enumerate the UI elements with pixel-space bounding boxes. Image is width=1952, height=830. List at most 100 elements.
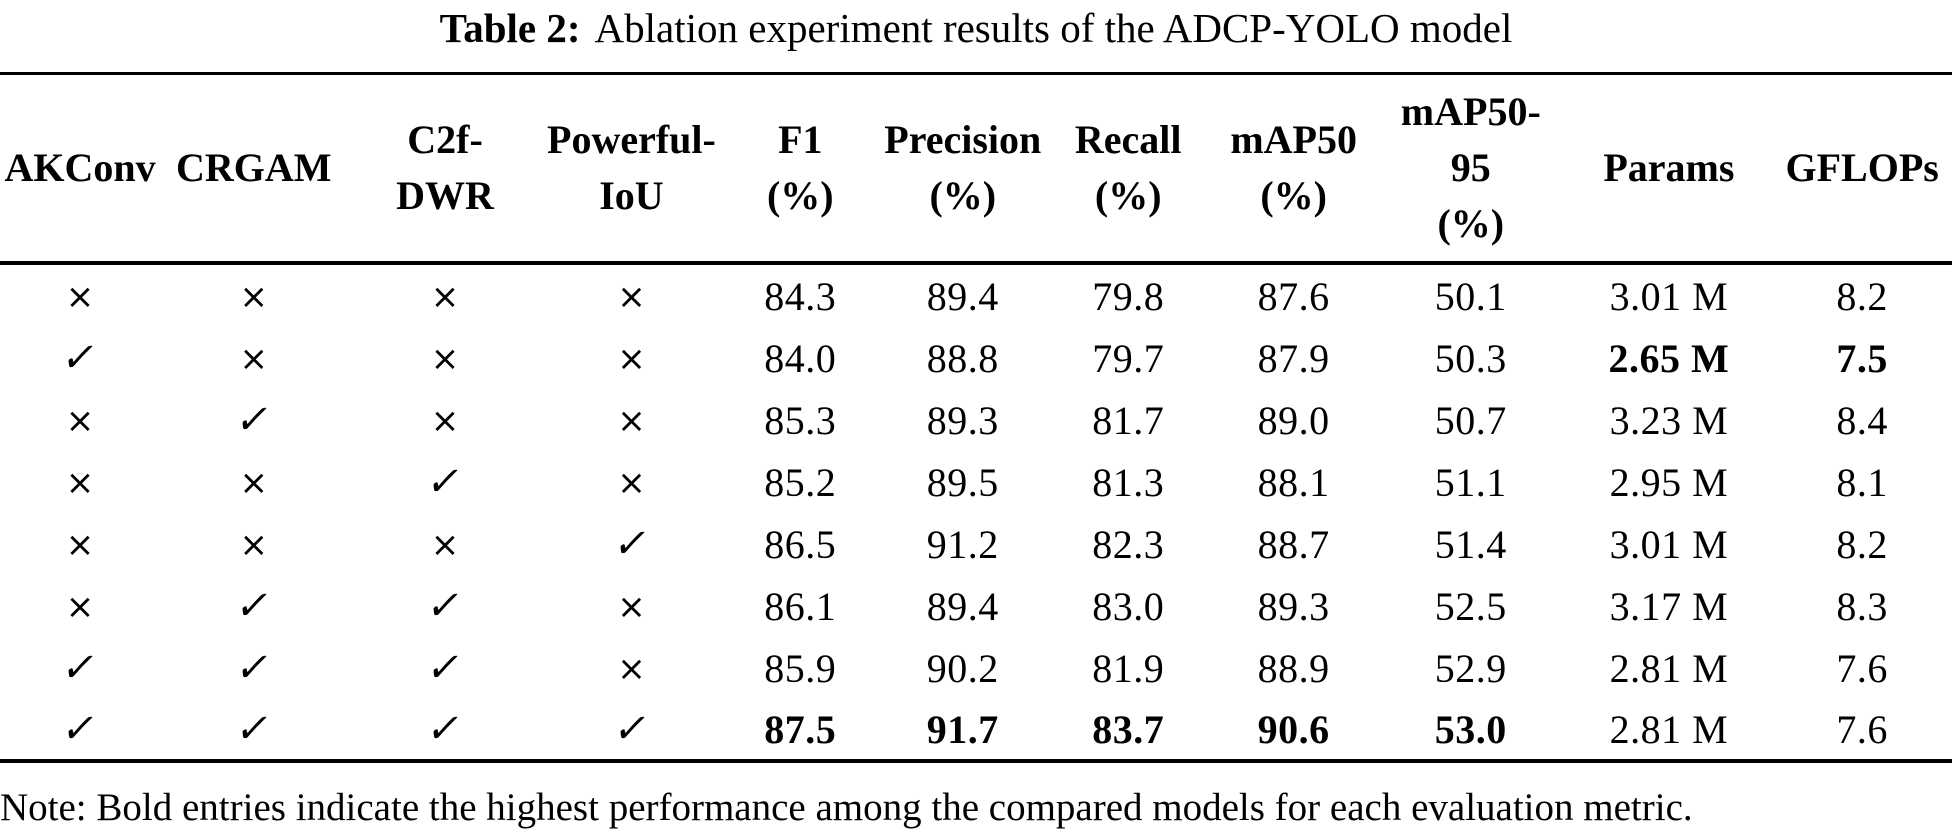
cell-recall-pct: 81.9 bbox=[1045, 637, 1211, 699]
cell-value: 2.95 M bbox=[1609, 459, 1729, 505]
table-caption: Table 2: Ablation experiment results of t… bbox=[0, 0, 1952, 72]
column-header-c2f-dwr: C2f- DWR bbox=[347, 73, 543, 265]
cell-powerful-iou: ✓ bbox=[543, 513, 721, 575]
cell-params: 2.95 M bbox=[1565, 451, 1772, 513]
cell-value: 86.5 bbox=[764, 521, 837, 567]
cell-precision-pct: 91.7 bbox=[880, 699, 1045, 761]
cell-akconv: × bbox=[0, 389, 160, 451]
check-icon: ✓ bbox=[58, 706, 102, 752]
column-header-line: DWR bbox=[396, 173, 494, 218]
cell-value: 7.6 bbox=[1836, 706, 1888, 752]
cell-value: 87.5 bbox=[764, 706, 837, 752]
cell-value: 7.5 bbox=[1836, 335, 1888, 381]
cross-icon: × bbox=[617, 277, 646, 317]
cell-value: 88.1 bbox=[1257, 459, 1330, 505]
column-header-line: 95 bbox=[1450, 145, 1491, 190]
cell-map50-pct: 88.7 bbox=[1211, 513, 1376, 575]
column-header-precision-pct: Precision (%) bbox=[880, 73, 1046, 265]
table-caption-label: Table 2: bbox=[439, 5, 581, 51]
table-row: × ✓ × × 85.3 89.3 81.7 89.0 50.7 3.23 M 8.4 bbox=[0, 389, 1952, 451]
cell-map50-95-pct: 52.5 bbox=[1376, 575, 1565, 637]
cell-recall-pct: 82.3 bbox=[1045, 513, 1211, 575]
check-icon: ✓ bbox=[423, 459, 467, 505]
cell-gflops: 7.5 bbox=[1772, 327, 1952, 389]
ablation-results-table: AKConv CRGAM C2f- DWR Powerful- IoU F1 (%) Preci… bbox=[0, 72, 1952, 763]
column-header-line: C2f- bbox=[407, 117, 483, 162]
cell-value: 89.4 bbox=[926, 273, 999, 319]
cell-f1-pct: 84.3 bbox=[720, 263, 880, 327]
column-header-line: Powerful- bbox=[547, 117, 716, 162]
cell-precision-pct: 89.5 bbox=[880, 451, 1045, 513]
cell-params: 3.01 M bbox=[1565, 263, 1772, 327]
cell-crgam: ✓ bbox=[160, 575, 347, 637]
cross-icon: × bbox=[617, 401, 646, 441]
cell-akconv: × bbox=[0, 513, 160, 575]
cell-c2f-dwr: ✓ bbox=[347, 637, 542, 699]
cell-map50-pct: 89.0 bbox=[1211, 389, 1376, 451]
cell-value: 50.3 bbox=[1434, 335, 1507, 381]
cell-precision-pct: 89.3 bbox=[880, 389, 1045, 451]
cell-value: 86.1 bbox=[764, 583, 837, 629]
cell-map50-pct: 87.6 bbox=[1211, 263, 1376, 327]
cell-c2f-dwr: × bbox=[347, 389, 542, 451]
table-row: × × × ✓ 86.5 91.2 82.3 88.7 51.4 3.01 M 8.2 bbox=[0, 513, 1952, 575]
cell-map50-pct: 87.9 bbox=[1211, 327, 1376, 389]
cell-recall-pct: 79.7 bbox=[1045, 327, 1211, 389]
cell-value: 85.3 bbox=[764, 397, 837, 443]
cell-value: 88.8 bbox=[926, 335, 999, 381]
cross-icon: × bbox=[65, 463, 95, 503]
cell-gflops: 7.6 bbox=[1772, 699, 1952, 761]
cell-value: 53.0 bbox=[1434, 706, 1507, 752]
cell-value: 3.01 M bbox=[1609, 273, 1729, 319]
column-header-powerful-iou: Powerful- IoU bbox=[542, 73, 721, 265]
table-row: ✓ ✓ ✓ ✓ 87.5 91.7 83.7 90.6 53.0 2.81 M 7.6 bbox=[0, 699, 1952, 761]
cell-value: 8.2 bbox=[1836, 521, 1888, 567]
cell-map50-pct: 88.9 bbox=[1211, 637, 1376, 699]
cross-icon: × bbox=[65, 401, 95, 441]
cell-value: 8.2 bbox=[1836, 273, 1888, 319]
cell-c2f-dwr: ✓ bbox=[347, 699, 542, 761]
cell-value: 87.9 bbox=[1257, 335, 1330, 381]
cell-crgam: × bbox=[160, 451, 347, 513]
cell-akconv: × bbox=[0, 263, 160, 327]
cell-map50-95-pct: 50.7 bbox=[1376, 389, 1565, 451]
cell-f1-pct: 87.5 bbox=[720, 699, 880, 761]
cross-icon: × bbox=[65, 525, 95, 565]
cell-akconv: ✓ bbox=[0, 637, 160, 699]
cross-icon: × bbox=[430, 525, 460, 565]
cell-value: 50.1 bbox=[1434, 273, 1507, 319]
cell-value: 89.3 bbox=[926, 397, 999, 443]
cell-f1-pct: 85.3 bbox=[720, 389, 880, 451]
cell-value: 8.3 bbox=[1836, 583, 1888, 629]
cell-value: 89.0 bbox=[1257, 397, 1330, 443]
cross-icon: × bbox=[430, 277, 460, 317]
cell-crgam: ✓ bbox=[160, 389, 347, 451]
table-row: ✓ ✓ ✓ × 85.9 90.2 81.9 88.9 52.9 2.81 M 7.6 bbox=[0, 637, 1952, 699]
column-header-line: CRGAM bbox=[175, 145, 332, 190]
cell-crgam: ✓ bbox=[160, 637, 347, 699]
cell-value: 84.0 bbox=[764, 335, 837, 381]
cell-c2f-dwr: × bbox=[347, 263, 542, 327]
cell-value: 52.9 bbox=[1434, 645, 1507, 691]
cross-icon: × bbox=[617, 463, 646, 503]
cell-recall-pct: 79.8 bbox=[1045, 263, 1211, 327]
cell-f1-pct: 84.0 bbox=[720, 327, 880, 389]
table-note: Note: Bold entries indicate the highest … bbox=[0, 786, 1693, 829]
cross-icon: × bbox=[617, 649, 646, 689]
cell-map50-95-pct: 51.1 bbox=[1376, 451, 1565, 513]
cell-c2f-dwr: ✓ bbox=[347, 451, 542, 513]
cross-icon: × bbox=[239, 339, 269, 379]
column-header-line: Recall bbox=[1074, 117, 1182, 162]
cell-value: 88.9 bbox=[1257, 645, 1330, 691]
cell-value: 51.4 bbox=[1434, 521, 1507, 567]
cell-value: 81.9 bbox=[1092, 645, 1165, 691]
table-row: × × × × 84.3 89.4 79.8 87.6 50.1 3.01 M 8.2 bbox=[0, 263, 1952, 327]
column-header-params: Params bbox=[1565, 73, 1773, 265]
column-header-line: F1 bbox=[778, 117, 823, 162]
cell-value: 81.7 bbox=[1092, 397, 1165, 443]
column-header-crgam: CRGAM bbox=[160, 73, 348, 265]
table-header-row: AKConv CRGAM C2f- DWR Powerful- IoU F1 (%) Preci… bbox=[0, 73, 1952, 265]
cell-crgam: ✓ bbox=[160, 699, 347, 761]
cell-value: 81.3 bbox=[1092, 459, 1165, 505]
cell-value: 83.0 bbox=[1092, 583, 1165, 629]
